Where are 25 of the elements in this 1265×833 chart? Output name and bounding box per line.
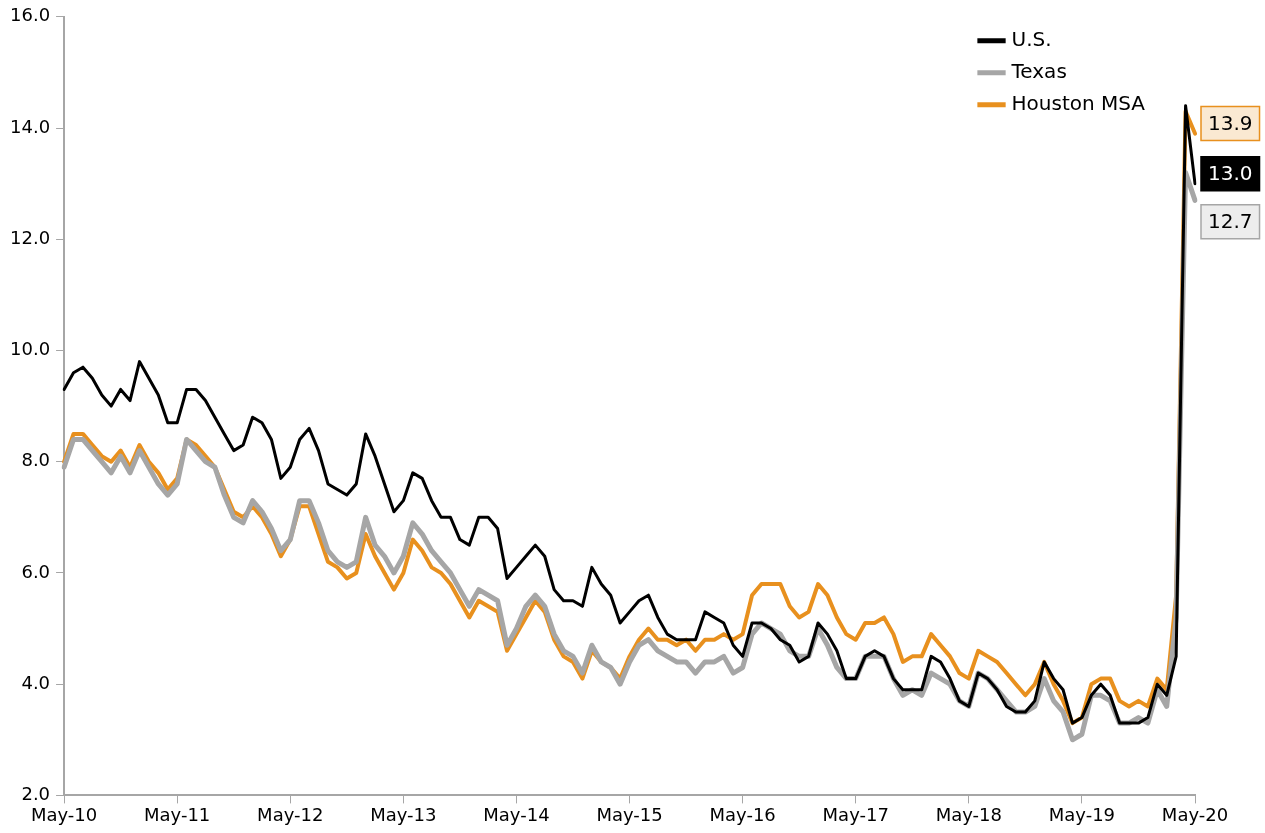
- x-tick-label: May-20: [1161, 803, 1229, 825]
- x-tick-label: May-12: [257, 803, 324, 825]
- legend-label: Houston MSA: [1011, 91, 1146, 115]
- y-tick-label: 8.0: [21, 449, 51, 471]
- y-tick-label: 2.0: [21, 783, 51, 805]
- data-label: 13.9: [1208, 110, 1253, 135]
- data-label: 13.0: [1208, 160, 1253, 185]
- y-tick-label: 14.0: [10, 115, 51, 137]
- x-tick-label: May-15: [596, 803, 663, 825]
- x-tick-label: May-13: [370, 803, 437, 825]
- y-tick-label: 6.0: [21, 560, 51, 582]
- x-tick-label: May-16: [709, 803, 776, 825]
- y-tick-label: 16.0: [10, 4, 51, 26]
- legend-label: U.S.: [1011, 27, 1052, 51]
- x-tick-label: May-14: [483, 803, 550, 825]
- x-tick-label: May-18: [935, 803, 1002, 825]
- x-tick-label: May-17: [822, 803, 889, 825]
- y-tick-label: 4.0: [21, 671, 51, 693]
- legend-label: Texas: [1010, 59, 1067, 83]
- x-tick-label: May-19: [1048, 803, 1116, 825]
- y-tick-label: 12.0: [10, 226, 51, 248]
- data-label: 12.7: [1208, 208, 1253, 233]
- x-tick-label: May-11: [144, 803, 211, 825]
- y-tick-label: 10.0: [10, 338, 51, 360]
- x-tick-label: May-10: [30, 803, 98, 825]
